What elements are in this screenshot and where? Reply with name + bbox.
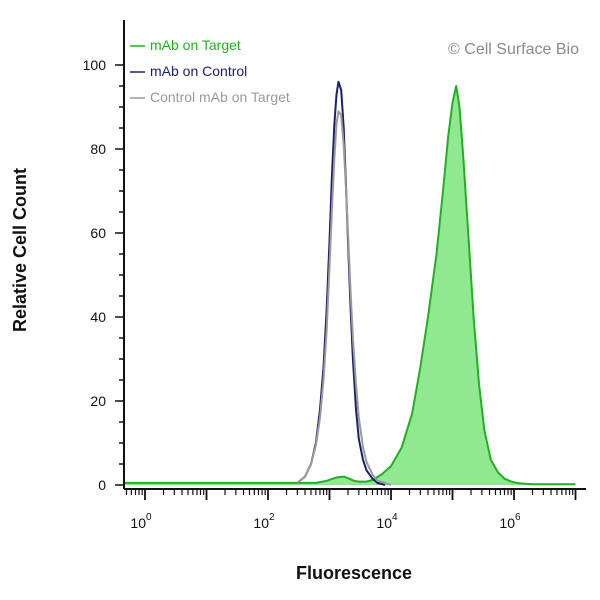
series-line-1	[296, 80, 386, 486]
y-tick-label: 100	[83, 57, 107, 73]
y-tick-label: 20	[90, 393, 106, 409]
x-axis-title: Fluorescence	[296, 563, 412, 583]
series-line-0	[124, 85, 576, 486]
watermark-text: © Cell Surface Bio	[448, 41, 579, 58]
y-tick-label: 60	[90, 225, 106, 241]
x-tick-label: 104	[376, 512, 398, 531]
y-axis-title: Relative Cell Count	[10, 168, 30, 332]
y-tick-label: 80	[90, 141, 106, 157]
x-tick-label: 106	[499, 512, 521, 531]
series-layer	[124, 80, 576, 486]
legend-label-1: mAb on Control	[150, 63, 247, 79]
axes-layer: 0 20 40 60 80 100 100 102 104 106	[83, 20, 586, 531]
series-line-2	[296, 110, 392, 486]
y-tick-label: 40	[90, 309, 106, 325]
series-area-0	[124, 86, 576, 485]
legend-label-0: mAb on Target	[150, 37, 241, 53]
legend: mAb on Target mAb on Control Control mAb o…	[130, 37, 290, 105]
y-tick-label: 0	[98, 477, 106, 493]
x-tick-label: 100	[130, 512, 152, 531]
legend-label-2: Control mAb on Target	[150, 89, 290, 105]
x-tick-label: 102	[253, 512, 275, 531]
